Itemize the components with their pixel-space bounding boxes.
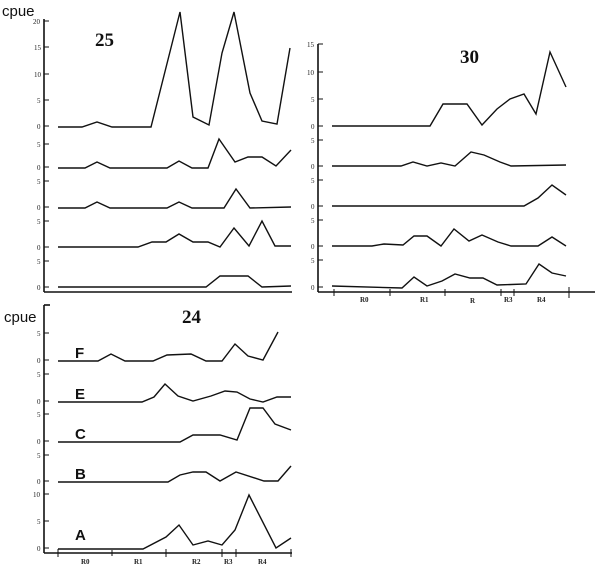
svg-text:5: 5 bbox=[37, 218, 41, 226]
y-axis-label: cpue bbox=[4, 309, 37, 326]
svg-text:0: 0 bbox=[37, 123, 41, 131]
svg-text:5: 5 bbox=[37, 178, 41, 186]
y-axis-label: cpue bbox=[2, 3, 35, 20]
svg-text:R4: R4 bbox=[258, 558, 267, 566]
svg-text:20: 20 bbox=[33, 18, 41, 26]
series-line bbox=[332, 184, 567, 207]
svg-text:5: 5 bbox=[37, 518, 41, 526]
series-label-b: B bbox=[75, 466, 86, 483]
svg-text:15: 15 bbox=[34, 44, 42, 52]
series-line bbox=[331, 263, 567, 289]
svg-text:0: 0 bbox=[311, 243, 315, 251]
svg-text:R2: R2 bbox=[192, 558, 201, 566]
series-line bbox=[58, 11, 291, 128]
svg-text:5: 5 bbox=[311, 177, 315, 185]
svg-text:0: 0 bbox=[311, 123, 315, 131]
series-line-b bbox=[58, 465, 292, 483]
x-tick-labels: R0 R1 R2 R3 R4 bbox=[81, 558, 267, 566]
svg-text:0: 0 bbox=[37, 164, 41, 172]
y-ticks: 5 0 5 0 5 0 5 0 10 5 0 bbox=[33, 330, 49, 553]
series-line-c bbox=[58, 407, 292, 443]
svg-text:R3: R3 bbox=[224, 558, 233, 566]
panel-title: 30 bbox=[460, 47, 479, 68]
svg-text:5: 5 bbox=[37, 330, 41, 338]
svg-text:0: 0 bbox=[37, 478, 41, 486]
series-labels: F E C B A bbox=[75, 345, 86, 544]
panel-25: cpue 25 20 15 10 5 0 5 0 5 0 5 0 5 0 bbox=[2, 3, 292, 293]
series-label-e: E bbox=[75, 386, 85, 403]
svg-text:10: 10 bbox=[33, 491, 41, 499]
series-line-e bbox=[58, 382, 291, 403]
panel-title: 25 bbox=[95, 30, 114, 51]
svg-text:0: 0 bbox=[37, 438, 41, 446]
series-line-a bbox=[58, 493, 292, 550]
svg-text:10: 10 bbox=[34, 71, 42, 79]
svg-text:R3: R3 bbox=[504, 296, 513, 304]
svg-text:5: 5 bbox=[311, 96, 315, 104]
svg-text:0: 0 bbox=[37, 398, 41, 406]
svg-text:5: 5 bbox=[37, 141, 41, 149]
svg-text:5: 5 bbox=[37, 411, 41, 419]
svg-text:R: R bbox=[470, 297, 476, 305]
series-line bbox=[332, 228, 567, 247]
series-label-c: C bbox=[75, 426, 86, 443]
series-line bbox=[58, 187, 292, 209]
svg-text:0: 0 bbox=[311, 163, 315, 171]
x-tick-labels: R0 R1 R R3 R4 bbox=[360, 296, 546, 305]
svg-text:5: 5 bbox=[37, 97, 41, 105]
svg-text:5: 5 bbox=[311, 257, 315, 265]
series-line bbox=[332, 151, 567, 167]
svg-text:0: 0 bbox=[37, 357, 41, 365]
x-ticks bbox=[57, 549, 292, 557]
svg-text:R1: R1 bbox=[420, 296, 429, 304]
svg-text:0: 0 bbox=[37, 284, 41, 292]
svg-text:5: 5 bbox=[37, 258, 41, 266]
y-ticks: 15 10 5 0 5 0 5 0 5 0 5 0 bbox=[307, 41, 323, 292]
svg-text:5: 5 bbox=[311, 137, 315, 145]
series-line bbox=[58, 219, 291, 248]
series-line bbox=[332, 49, 567, 127]
svg-text:0: 0 bbox=[37, 545, 41, 553]
svg-text:0: 0 bbox=[311, 203, 315, 211]
series-line-f bbox=[58, 331, 279, 362]
svg-text:15: 15 bbox=[307, 41, 315, 49]
svg-text:0: 0 bbox=[311, 284, 315, 292]
svg-text:R1: R1 bbox=[134, 558, 143, 566]
svg-text:R0: R0 bbox=[81, 558, 90, 566]
x-ticks bbox=[333, 287, 570, 298]
svg-text:5: 5 bbox=[37, 452, 41, 460]
svg-text:5: 5 bbox=[37, 371, 41, 379]
svg-text:R0: R0 bbox=[360, 296, 369, 304]
series-label-f: F bbox=[75, 345, 84, 362]
series-label-a: A bbox=[75, 527, 86, 544]
svg-text:10: 10 bbox=[307, 69, 315, 77]
svg-text:0: 0 bbox=[37, 244, 41, 252]
panel-24: cpue 24 5 0 5 0 5 0 5 0 10 5 0 R0 R1 bbox=[4, 304, 292, 566]
panel-30: 30 15 10 5 0 5 0 5 0 5 0 5 0 R0 R1 bbox=[307, 41, 595, 305]
svg-text:R4: R4 bbox=[537, 296, 546, 304]
svg-text:5: 5 bbox=[311, 217, 315, 225]
y-ticks: 20 15 10 5 0 5 0 5 0 5 0 5 0 bbox=[33, 18, 49, 292]
svg-text:0: 0 bbox=[37, 204, 41, 212]
series-line bbox=[58, 137, 292, 169]
panel-title: 24 bbox=[182, 307, 202, 328]
series-line bbox=[58, 275, 292, 288]
